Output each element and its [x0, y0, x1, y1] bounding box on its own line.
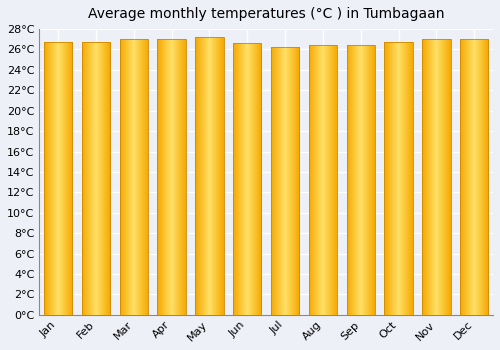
Bar — [271, 47, 300, 315]
Bar — [384, 42, 412, 315]
Bar — [158, 39, 186, 315]
Bar — [308, 46, 337, 315]
Bar — [44, 42, 72, 315]
Bar — [233, 43, 262, 315]
Bar — [196, 37, 224, 315]
Title: Average monthly temperatures (°C ) in Tumbagaan: Average monthly temperatures (°C ) in Tu… — [88, 7, 445, 21]
Bar — [346, 46, 375, 315]
Bar — [82, 42, 110, 315]
Bar — [422, 39, 450, 315]
Bar — [120, 39, 148, 315]
Bar — [460, 39, 488, 315]
